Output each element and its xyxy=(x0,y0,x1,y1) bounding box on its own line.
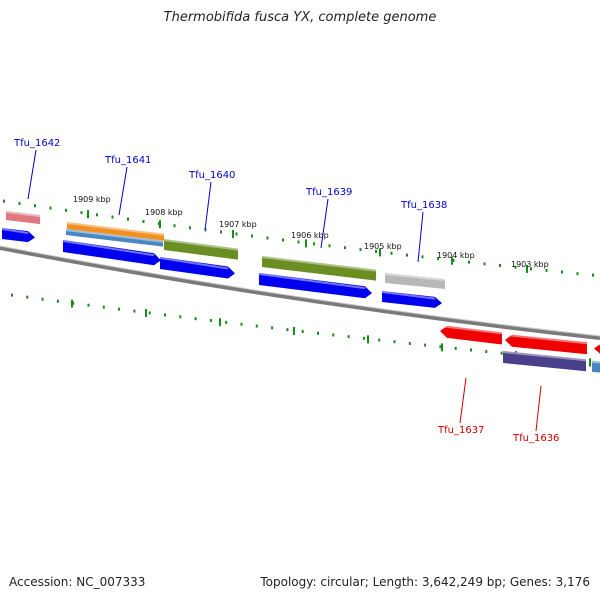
map-title: Thermobifida fusca YX, complete genome xyxy=(163,10,437,25)
feature-orange-shine xyxy=(66,222,165,236)
feature-pink xyxy=(5,211,41,225)
gene-leader-line xyxy=(204,181,212,231)
feature-edge-steelblue-shine xyxy=(591,361,600,364)
accession-text: Accession: NC_007333 xyxy=(9,575,146,589)
cds-tfu-1641 xyxy=(62,240,161,266)
cds-tfu-1637-shine xyxy=(439,325,503,335)
feature-gray-body xyxy=(385,273,445,289)
cds-tfu-1640-shine xyxy=(159,257,229,270)
kbp-label: 1909 kbp xyxy=(73,195,111,204)
cds-tfu-1637 xyxy=(439,325,503,345)
feature-pink-body xyxy=(6,211,40,225)
genome-backbone xyxy=(0,246,600,340)
feature-orange-body xyxy=(67,222,164,241)
feature-green-1640-shine xyxy=(163,239,239,251)
cds-edge-red xyxy=(593,343,600,354)
feature-green-1640-body xyxy=(164,239,238,260)
cds-tfu-1636-body xyxy=(505,334,587,355)
cds-tfu-1638 xyxy=(381,291,442,308)
kbp-label: 1904 kbp xyxy=(437,251,475,260)
feature-edge-steelblue-body xyxy=(592,361,600,373)
gene-label: Tfu_1638 xyxy=(400,200,447,211)
feature-steelblue xyxy=(65,229,164,247)
feature-green-1639 xyxy=(261,256,377,281)
gene-label: Tfu_1641 xyxy=(104,155,151,166)
kbp-label: 1908 kbp xyxy=(145,208,183,217)
feature-purple-body xyxy=(503,351,586,372)
kbp-label: 1905 kbp xyxy=(364,242,402,251)
gene-leader-line xyxy=(417,211,424,263)
cds-tfu-1642-body xyxy=(2,228,35,243)
cds-tfu-1636 xyxy=(504,334,588,355)
cds-edge-red-body xyxy=(594,344,600,354)
gene-label: Tfu_1642 xyxy=(13,138,60,149)
feature-edge-steelblue xyxy=(591,361,600,373)
gene-leader-line xyxy=(535,385,542,432)
cds-tfu-1637-body xyxy=(440,325,502,345)
cds-tfu-1639 xyxy=(258,273,372,299)
feature-steelblue-body xyxy=(66,229,163,247)
kbp-label: 1906 kbp xyxy=(291,231,329,240)
cds-edge-red-shine xyxy=(593,343,600,346)
feature-green-1639-shine xyxy=(261,256,377,272)
gene-leader-line xyxy=(27,149,37,200)
gene-label: Tfu_1637 xyxy=(437,425,484,436)
feature-steelblue-shine xyxy=(65,229,164,243)
cds-tfu-1640-body xyxy=(160,257,235,279)
cds-tfu-1636-shine xyxy=(504,334,588,345)
gene-label: Tfu_1636 xyxy=(512,433,559,444)
genome-backbone-highlight xyxy=(0,245,600,337)
gene-label: Tfu_1639 xyxy=(305,187,352,198)
gene-leader-line xyxy=(118,166,128,216)
cds-tfu-1638-shine xyxy=(381,291,436,300)
feature-pink-shine xyxy=(5,211,41,218)
cds-tfu-1639-body xyxy=(259,273,372,299)
gene-label: Tfu_1640 xyxy=(188,170,235,181)
gene-leader-line xyxy=(320,198,329,249)
feature-purple xyxy=(502,351,587,372)
feature-orange xyxy=(66,222,165,241)
feature-gray xyxy=(384,273,446,289)
feature-green-1639-body xyxy=(262,256,376,281)
cds-tfu-1638-body xyxy=(382,291,442,308)
feature-gray-shine xyxy=(384,273,446,281)
cds-tfu-1642 xyxy=(1,228,35,243)
genome-summary-text: Topology: circular; Length: 3,642,249 bp… xyxy=(260,575,590,589)
cds-tfu-1639-shine xyxy=(258,273,366,290)
cds-tfu-1641-shine xyxy=(62,240,155,257)
feature-green-1640 xyxy=(163,239,239,260)
cds-tfu-1642-shine xyxy=(1,228,29,234)
cds-tfu-1640 xyxy=(159,257,235,279)
cds-tfu-1641-body xyxy=(63,240,161,266)
feature-purple-shine xyxy=(502,351,587,362)
kbp-label: 1903 kbp xyxy=(511,260,549,269)
kbp-label: 1907 kbp xyxy=(219,220,257,229)
gene-leader-line xyxy=(459,377,467,424)
